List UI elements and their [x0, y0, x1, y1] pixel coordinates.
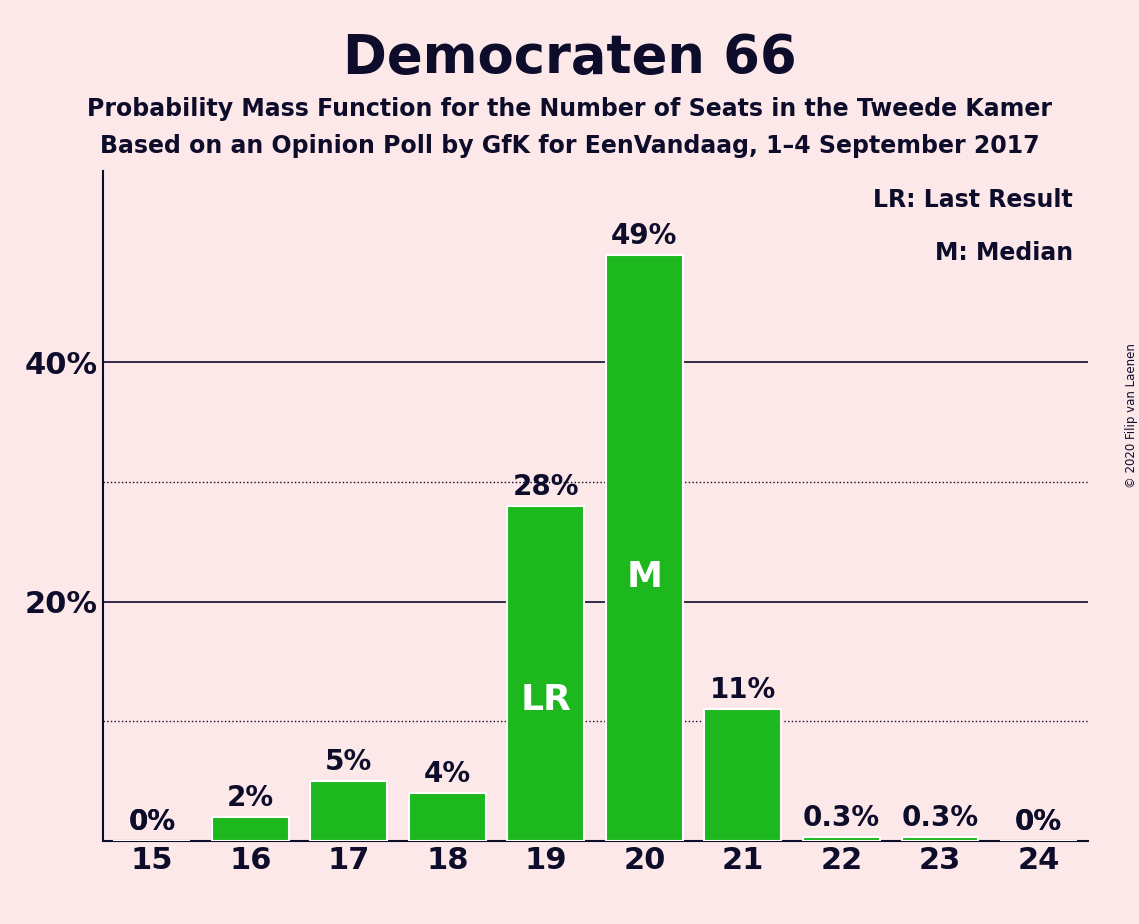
Bar — [409, 793, 485, 841]
Bar — [803, 837, 879, 841]
Text: 0%: 0% — [129, 808, 175, 836]
Text: LR: LR — [521, 683, 572, 717]
Bar — [508, 506, 584, 841]
Text: 0.3%: 0.3% — [901, 805, 978, 833]
Text: 0.3%: 0.3% — [803, 805, 880, 833]
Text: © 2020 Filip van Laenen: © 2020 Filip van Laenen — [1124, 344, 1138, 488]
Text: Based on an Opinion Poll by GfK for EenVandaag, 1–4 September 2017: Based on an Opinion Poll by GfK for EenV… — [100, 134, 1039, 158]
Text: Democraten 66: Democraten 66 — [343, 32, 796, 84]
Text: LR: Last Result: LR: Last Result — [874, 188, 1073, 212]
Bar — [705, 710, 781, 841]
Text: 11%: 11% — [710, 676, 776, 704]
Bar — [212, 817, 288, 841]
Text: Probability Mass Function for the Number of Seats in the Tweede Kamer: Probability Mass Function for the Number… — [87, 97, 1052, 121]
Text: 5%: 5% — [326, 748, 372, 776]
Text: 49%: 49% — [612, 222, 678, 249]
Bar — [311, 781, 387, 841]
Text: 2%: 2% — [227, 784, 273, 812]
Bar — [902, 837, 978, 841]
Text: 28%: 28% — [513, 473, 579, 501]
Text: 0%: 0% — [1015, 808, 1062, 836]
Text: M: Median: M: Median — [935, 241, 1073, 265]
Text: M: M — [626, 560, 663, 594]
Text: 4%: 4% — [424, 760, 470, 788]
Text: 0%: 0% — [129, 808, 175, 836]
Bar — [606, 255, 682, 841]
Text: 0%: 0% — [1015, 808, 1062, 836]
